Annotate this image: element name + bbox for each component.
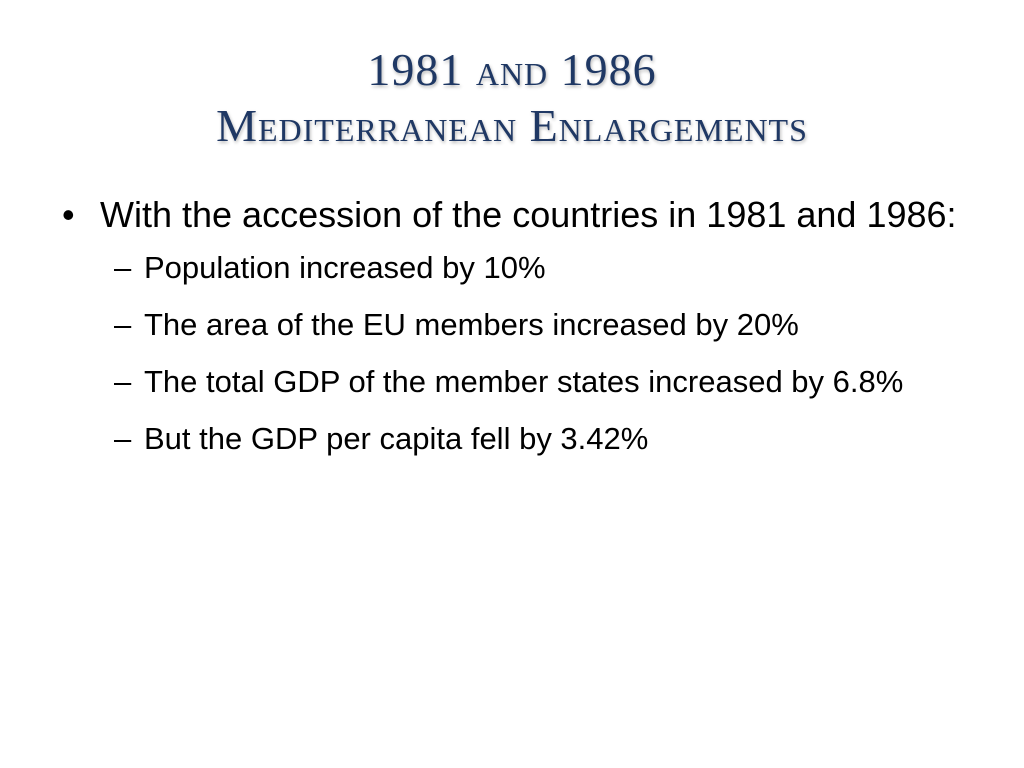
main-bullet-text: With the accession of the countries in 1… bbox=[100, 194, 957, 235]
slide-title: 1981 and 1986 Mediterranean Enlargements bbox=[0, 42, 1024, 154]
sub-bullet-item: – The total GDP of the member states inc… bbox=[114, 358, 962, 405]
dash-icon: – bbox=[114, 307, 132, 342]
dash-icon: – bbox=[114, 364, 132, 399]
dash-icon: – bbox=[114, 250, 132, 285]
sub-bullet-text: Population increased by 10% bbox=[144, 250, 546, 285]
sub-bullet-text: But the GDP per capita fell by 3.42% bbox=[144, 421, 649, 456]
sub-bullet-list: – Population increased by 10% – The area… bbox=[62, 244, 962, 462]
dash-icon: – bbox=[114, 421, 132, 456]
sub-bullet-item: – Population increased by 10% bbox=[114, 244, 962, 291]
sub-bullet-text: The area of the EU members increased by … bbox=[144, 307, 799, 342]
slide-body: • With the accession of the countries in… bbox=[62, 188, 962, 472]
sub-bullet-text: The total GDP of the member states incre… bbox=[144, 364, 904, 399]
sub-bullet-item: – But the GDP per capita fell by 3.42% bbox=[114, 415, 962, 462]
title-line-1: 1981 and 1986 bbox=[367, 44, 657, 95]
bullet-icon: • bbox=[62, 194, 75, 235]
title-line-2: Mediterranean Enlargements bbox=[216, 100, 808, 151]
sub-bullet-item: – The area of the EU members increased b… bbox=[114, 301, 962, 348]
main-bullet-item: • With the accession of the countries in… bbox=[62, 188, 962, 242]
